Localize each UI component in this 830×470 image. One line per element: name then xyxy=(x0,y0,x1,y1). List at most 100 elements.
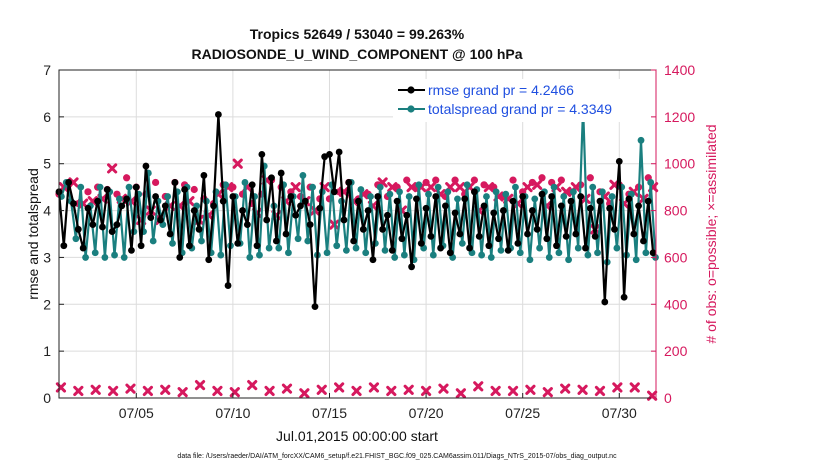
rmse-point xyxy=(470,188,478,196)
obs-assimilated-core xyxy=(597,388,603,394)
rmse-point xyxy=(485,242,493,250)
obs-assimilated-core xyxy=(486,184,492,190)
rmse-point xyxy=(316,204,324,212)
rmse-point xyxy=(84,204,92,212)
rmse-point xyxy=(630,230,638,238)
rmse-point xyxy=(157,216,164,224)
rmse-point xyxy=(384,211,391,219)
y-axis-label: rmse and totalspread xyxy=(25,168,41,300)
y-tick-label: 0 xyxy=(43,390,51,406)
spread-point xyxy=(478,251,486,259)
spread-point xyxy=(405,193,413,200)
rmse-point xyxy=(219,197,227,205)
obs-assimilated-core xyxy=(534,182,540,187)
spread-point xyxy=(487,254,495,261)
y-right-tick-label: 600 xyxy=(664,249,688,265)
rmse-point xyxy=(446,249,454,257)
spread-point xyxy=(637,136,645,144)
rmse-point xyxy=(186,242,193,250)
rmse-point xyxy=(514,239,522,247)
rmse-point xyxy=(113,221,121,229)
rmse-point xyxy=(166,230,174,238)
spread-point xyxy=(463,181,471,189)
rmse-point xyxy=(640,237,647,245)
y-tick-label: 5 xyxy=(43,156,51,172)
spread-point xyxy=(594,249,601,257)
y-axis-ticks: 0 1 2 3 4 5 6 7 xyxy=(43,62,64,406)
rmse-point xyxy=(253,242,261,250)
spread-point xyxy=(565,256,572,264)
rmse-point xyxy=(611,225,618,233)
rmse-point xyxy=(466,244,473,252)
rmse-point xyxy=(330,188,338,196)
spread-point xyxy=(246,254,254,261)
rmse-point xyxy=(422,204,430,212)
obs-assimilated-core xyxy=(71,180,76,185)
spread-point xyxy=(241,179,249,186)
obs-possible-marker xyxy=(123,174,131,182)
spread-point xyxy=(304,237,312,245)
rmse-point xyxy=(601,298,609,306)
spread-point xyxy=(169,239,176,247)
rmse-point xyxy=(543,235,551,243)
rmse-point xyxy=(461,195,469,203)
spread-point xyxy=(323,249,331,257)
rmse-point xyxy=(297,202,304,210)
rmse-point xyxy=(70,200,77,207)
chart-title: Tropics 52649 / 53040 = 99.263% xyxy=(250,26,465,42)
obs-assimilated-core xyxy=(293,184,298,190)
x-tick-label: 07/10 xyxy=(215,405,250,421)
obs-possible-marker xyxy=(432,176,440,184)
rmse-point xyxy=(495,235,502,243)
obs-possible-marker xyxy=(586,174,594,182)
rmse-point xyxy=(533,225,541,233)
legend-rmse-marker xyxy=(407,86,415,94)
rmse-point xyxy=(586,204,594,212)
spread-point xyxy=(570,188,577,196)
obs-assimilated-core xyxy=(528,387,533,392)
spread-point xyxy=(396,188,403,196)
spread-point xyxy=(584,251,592,259)
rmse-point xyxy=(591,232,599,240)
rmse-point xyxy=(499,207,507,214)
rmse-point xyxy=(355,197,362,205)
obs-assimilated-core xyxy=(109,166,115,171)
spread-point xyxy=(333,242,341,250)
spread-point xyxy=(342,247,350,254)
rmse-point xyxy=(442,202,449,210)
rmse-point xyxy=(214,111,222,118)
spread-point xyxy=(400,251,408,259)
y-tick-label: 2 xyxy=(43,296,51,312)
y-tick-label: 6 xyxy=(43,109,51,125)
x-tick-label: 07/30 xyxy=(602,405,637,421)
obs-assimilated-core xyxy=(476,384,481,389)
obs-assimilated-core xyxy=(545,389,551,395)
x-tick-label: 07/05 xyxy=(119,405,154,421)
rmse-point xyxy=(635,202,643,210)
rmse-point xyxy=(615,157,623,165)
spread-point xyxy=(502,190,510,198)
rmse-point xyxy=(99,223,106,231)
rmse-point xyxy=(243,221,251,229)
rmse-point xyxy=(582,244,589,252)
chart-subtitle: RADIOSONDE_U_WIND_COMPONENT @ 100 hPa xyxy=(191,46,522,62)
spread-point xyxy=(444,188,452,196)
obs-assimilated-core xyxy=(406,387,411,392)
spread-point xyxy=(376,183,384,191)
spread-point xyxy=(458,239,466,247)
spread-point xyxy=(613,244,621,252)
rmse-point xyxy=(195,225,203,233)
obs-assimilated-core xyxy=(649,393,655,398)
y-axis-right-label: # of obs: o=possible; ×=assimilated xyxy=(703,124,719,343)
spread-point xyxy=(386,190,394,198)
spread-point xyxy=(555,249,563,257)
obs-assimilated-core xyxy=(128,386,133,391)
spread-point xyxy=(362,249,370,257)
obs-assimilated-core xyxy=(423,388,429,394)
spread-point xyxy=(111,251,118,259)
obs-assimilated-core xyxy=(232,389,238,395)
rmse-point xyxy=(504,247,512,254)
obs-possible-marker xyxy=(557,176,565,184)
rmse-point xyxy=(519,193,527,200)
legend-rmse-label: rmse grand pr = 4.2466 xyxy=(428,82,574,98)
